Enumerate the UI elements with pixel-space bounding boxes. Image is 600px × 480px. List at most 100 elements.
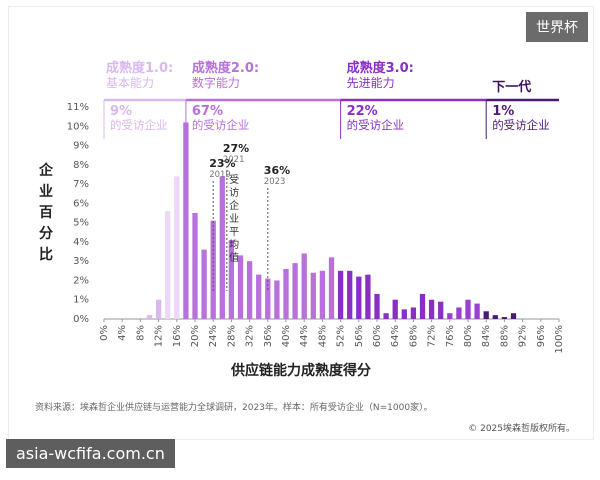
bar <box>310 272 316 319</box>
source-note: 资料来源：埃森哲企业供应链与运营能力全球调研，2023年。样本：所有受访企业（N… <box>35 401 433 413</box>
y-tick-label: 7% <box>73 179 89 190</box>
x-tick-label: 100% <box>554 325 565 354</box>
bar <box>274 280 280 319</box>
x-tick-label: 56% <box>354 325 365 347</box>
average-label-char: 平 <box>229 227 239 238</box>
stage-desc: 的受访企业 <box>192 118 250 132</box>
x-tick-label: 0% <box>99 325 110 341</box>
stage-headers: 成熟度1.0:基本能力9%的受访企业成熟度2.0:数字能力67%的受访企业成熟度… <box>103 60 559 139</box>
bar <box>465 299 471 319</box>
bar <box>328 257 335 319</box>
bar <box>219 176 225 319</box>
stage-title: 成熟度2.0: <box>192 60 259 76</box>
x-tick-label: 48% <box>317 325 328 347</box>
copyright-note: © 2025埃森哲版权所有。 <box>468 422 575 434</box>
bar <box>510 313 517 319</box>
stage-title: 成熟度1.0: <box>106 60 173 76</box>
bar <box>374 293 380 319</box>
x-tick-label: 16% <box>172 325 183 347</box>
stage-percent: 67% <box>192 104 223 119</box>
bar <box>483 311 489 319</box>
bar <box>410 307 417 319</box>
y-axis-title-char: 百 <box>39 205 53 221</box>
bar <box>419 293 426 319</box>
stage-desc: 的受访企业 <box>110 118 168 132</box>
y-tick-label: 9% <box>73 141 89 152</box>
bar <box>492 315 498 319</box>
x-tick-label: 40% <box>281 325 292 347</box>
average-label-char: 业 <box>229 213 239 225</box>
stage-title: 成熟度3.0: <box>347 60 414 76</box>
watermark-logo: 世界杯 <box>526 12 588 42</box>
bar <box>438 301 444 319</box>
stage-subtitle: 数字能力 <box>192 75 240 90</box>
average-label-char: 均 <box>229 239 239 251</box>
average-label-char: 值 <box>229 251 239 264</box>
x-tick-label: 28% <box>226 325 237 347</box>
bar <box>319 270 326 319</box>
average-value: 23% <box>209 157 235 170</box>
x-tick-label: 76% <box>445 325 456 347</box>
bar <box>283 268 289 319</box>
x-tick-label: 72% <box>427 325 438 347</box>
bar <box>183 122 189 319</box>
x-tick-label: 12% <box>154 325 165 347</box>
bar <box>256 274 262 319</box>
y-tick-label: 1% <box>73 295 89 306</box>
x-tick-label: 32% <box>245 325 256 347</box>
average-year: 2023 <box>264 177 286 187</box>
stage-subtitle: 基本能力 <box>106 76 154 90</box>
bar <box>447 313 453 319</box>
y-tick-label: 8% <box>73 160 89 171</box>
x-tick-label: 8% <box>135 325 146 341</box>
x-tick-label: 44% <box>299 325 310 347</box>
y-tick-label: 5% <box>73 218 89 229</box>
bar <box>501 317 508 319</box>
x-tick-label: 80% <box>463 325 474 347</box>
x-tick-label: 88% <box>499 325 510 347</box>
bar <box>301 253 307 319</box>
x-tick-label: 96% <box>536 325 547 347</box>
bar <box>155 299 162 319</box>
watermark-url: asia-wcfifa.com.cn <box>6 439 175 468</box>
y-tick-label: 3% <box>73 256 89 267</box>
x-tick-label: 20% <box>190 325 201 347</box>
x-axis-title: 供应链能力成熟度得分 <box>230 362 371 379</box>
bar <box>428 299 435 319</box>
x-tick-label: 4% <box>117 325 128 341</box>
bar <box>383 313 389 319</box>
bar <box>292 263 298 319</box>
y-tick-label: 6% <box>73 198 89 209</box>
bars <box>146 122 517 319</box>
x-tick-label: 52% <box>336 325 347 347</box>
bar <box>474 303 480 319</box>
stage-desc: 的受访企业 <box>347 118 405 132</box>
stage-percent: 1% <box>492 104 514 119</box>
x-tick-label: 24% <box>208 325 219 347</box>
bar <box>337 270 344 319</box>
bar <box>146 315 153 319</box>
bar <box>265 278 271 319</box>
stage-subtitle: 下一代 <box>492 79 531 95</box>
y-axis-title-char: 业 <box>39 184 53 200</box>
bar <box>228 239 235 319</box>
average-value: 27% <box>223 142 249 155</box>
y-tick-label: 4% <box>73 237 89 248</box>
average-label-char: 受 <box>229 174 239 186</box>
stage-percent: 22% <box>347 104 378 119</box>
y-tick-label: 10% <box>67 121 89 132</box>
average-year: 2021 <box>223 155 245 165</box>
bar <box>174 176 180 319</box>
y-axis-title-char: 分 <box>39 226 53 242</box>
bar <box>365 274 371 319</box>
chart-svg: 成熟度1.0:基本能力9%的受访企业成熟度2.0:数字能力67%的受访企业成熟度… <box>35 60 575 434</box>
bar <box>401 309 407 319</box>
y-tick-label: 2% <box>73 275 89 286</box>
x-tick-label: 84% <box>481 325 492 347</box>
x-tick-label: 36% <box>263 325 274 347</box>
average-value: 36% <box>264 164 290 177</box>
bar <box>192 213 198 319</box>
y-tick-label: 0% <box>73 314 89 325</box>
stage-desc: 的受访企业 <box>492 118 550 132</box>
